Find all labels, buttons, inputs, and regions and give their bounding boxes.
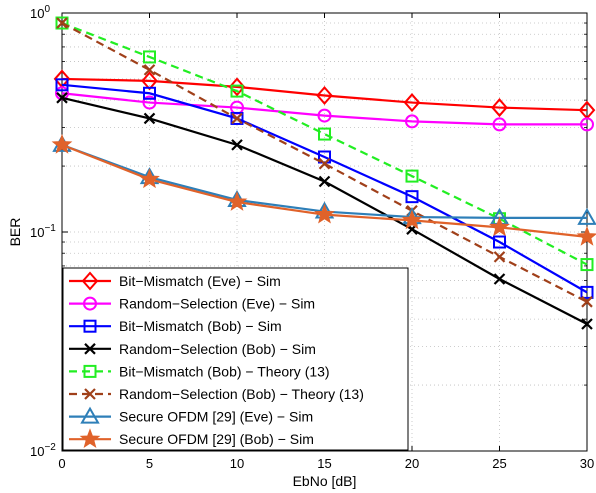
marker-x: [231, 112, 243, 125]
marker-x: [493, 251, 506, 263]
legend-label: Bit−Mismatch (Bob) − Theory (13): [119, 363, 330, 379]
legend-item: Bit−Mismatch (Bob) − Sim: [69, 318, 282, 334]
series: [55, 16, 594, 272]
marker-square: [55, 16, 69, 30]
marker-diamond: [141, 71, 158, 91]
series: [55, 78, 594, 299]
marker-star: [51, 133, 73, 154]
series: [53, 69, 596, 120]
series: [55, 86, 594, 132]
marker-star: [79, 428, 101, 449]
series-line: [61, 92, 587, 126]
marker-square: [83, 319, 97, 333]
legend-item: Secure OFDM [29] (Eve) − Sim: [69, 406, 313, 425]
marker-circle: [142, 95, 157, 110]
series: [51, 133, 596, 246]
marker-x: [581, 318, 593, 330]
series-line: [61, 77, 588, 112]
marker-square: [405, 169, 419, 183]
x-tick-label: 15: [317, 456, 331, 471]
marker-square: [55, 78, 69, 92]
marker-x: [231, 139, 243, 151]
x-tick-label: 30: [580, 456, 594, 471]
axis-ticks: 0 5 10 15 20 25 30 10−2 10−1 100: [30, 4, 594, 471]
marker-diamond: [491, 98, 508, 118]
legend-item: Secure OFDM [29] (Bob) − Sim: [69, 428, 314, 449]
marker-x: [56, 17, 68, 29]
x-tick-label: 20: [405, 456, 419, 471]
marker-star: [314, 203, 335, 224]
marker-square: [580, 258, 594, 272]
series-layer: [51, 16, 596, 330]
legend-item: Random−Selection (Bob) − Sim: [69, 341, 316, 357]
legend-label: Secure OFDM [29] (Bob) − Sim: [119, 431, 314, 447]
marker-x: [84, 343, 96, 355]
marker-square: [318, 127, 331, 141]
series-line: [61, 83, 588, 294]
legend-label: Random−Selection (Bob) − Theory (13): [119, 386, 364, 402]
marker-circle: [317, 108, 332, 123]
marker-square: [230, 111, 244, 125]
x-tick-label: 10: [230, 456, 244, 471]
marker-square: [143, 50, 156, 64]
y-axis-label: BER: [7, 218, 23, 247]
marker-x: [493, 273, 506, 285]
marker-square: [83, 364, 97, 378]
marker-diamond: [403, 93, 421, 113]
marker-x: [84, 388, 96, 400]
marker-square: [493, 235, 506, 249]
marker-square: [143, 86, 156, 100]
marker-x: [143, 112, 156, 125]
y-tick-label: 100: [30, 4, 50, 21]
marker-triangle: [577, 207, 596, 225]
legend-label: Random−Selection (Eve) − Sim: [119, 296, 315, 312]
y-tick-label: 10−2: [30, 442, 56, 459]
marker-x: [318, 175, 331, 188]
marker-x: [143, 64, 156, 76]
legend-label: Bit−Mismatch (Bob) − Sim: [119, 318, 282, 334]
marker-diamond: [316, 85, 333, 106]
legend-item: Random−Selection (Bob) − Theory (13): [69, 386, 364, 402]
y-tick-label: 10−1: [30, 223, 56, 240]
legend-label: Secure OFDM [29] (Eve) − Sim: [119, 409, 313, 425]
x-tick-label: 5: [146, 456, 153, 471]
legend-label: Bit−Mismatch (Eve) − Sim: [119, 273, 281, 289]
marker-star: [139, 168, 160, 189]
marker-square: [580, 285, 594, 299]
marker-circle: [83, 296, 97, 311]
marker-star: [489, 216, 510, 237]
series-line: [61, 143, 588, 238]
marker-star: [401, 209, 423, 230]
legend-label: Random−Selection (Bob) − Sim: [119, 341, 316, 357]
marker-x: [318, 157, 331, 170]
x-axis-label: EbNo [dB]: [293, 473, 357, 489]
legend-item: Bit−Mismatch (Bob) − Theory (13): [69, 363, 330, 379]
legend-box: [62, 267, 409, 451]
legend-item: Random−Selection (Eve) − Sim: [69, 296, 315, 312]
legend-item: Bit−Mismatch (Eve) − Sim: [69, 271, 281, 291]
marker-diamond: [228, 77, 246, 97]
marker-square: [405, 190, 419, 204]
marker-diamond: [81, 271, 99, 291]
marker-square: [230, 84, 244, 98]
series-line: [61, 21, 588, 266]
marker-x: [581, 296, 593, 308]
marker-star: [576, 225, 596, 246]
marker-x: [56, 92, 68, 104]
x-tick-label: 25: [492, 456, 506, 471]
x-tick-label: 0: [58, 456, 65, 471]
marker-circle: [492, 117, 507, 132]
series: [56, 92, 593, 330]
marker-circle: [405, 114, 419, 129]
marker-triangle: [80, 406, 100, 424]
marker-circle: [580, 117, 594, 132]
legend: Bit−Mismatch (Eve) − Sim Random−Selection…: [62, 267, 409, 451]
marker-star: [226, 191, 248, 211]
